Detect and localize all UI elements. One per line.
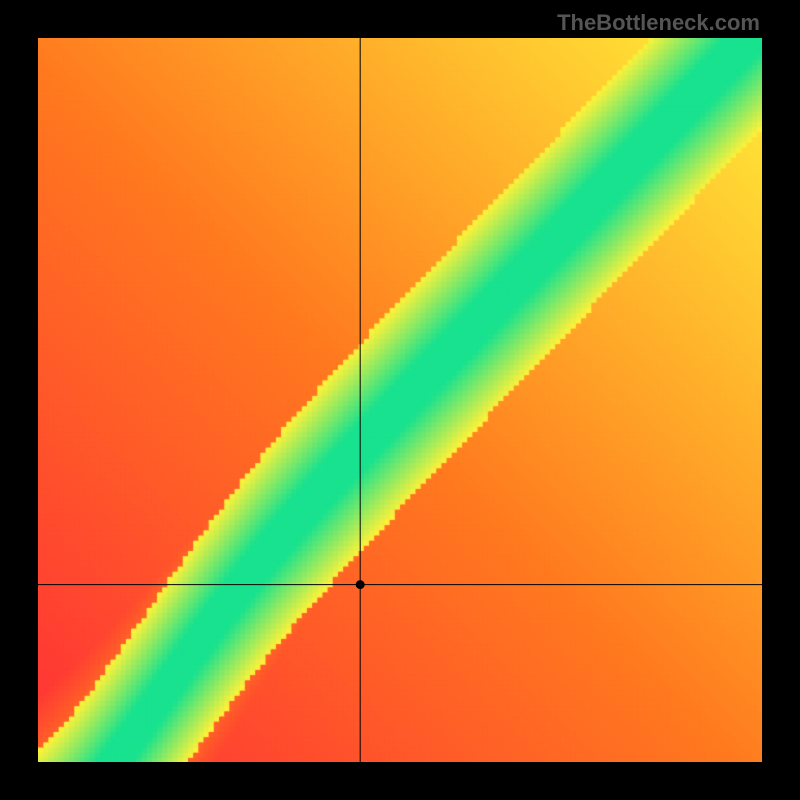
watermark-text: TheBottleneck.com xyxy=(557,10,760,36)
chart-frame xyxy=(38,38,762,762)
bottleneck-heatmap xyxy=(38,38,762,762)
